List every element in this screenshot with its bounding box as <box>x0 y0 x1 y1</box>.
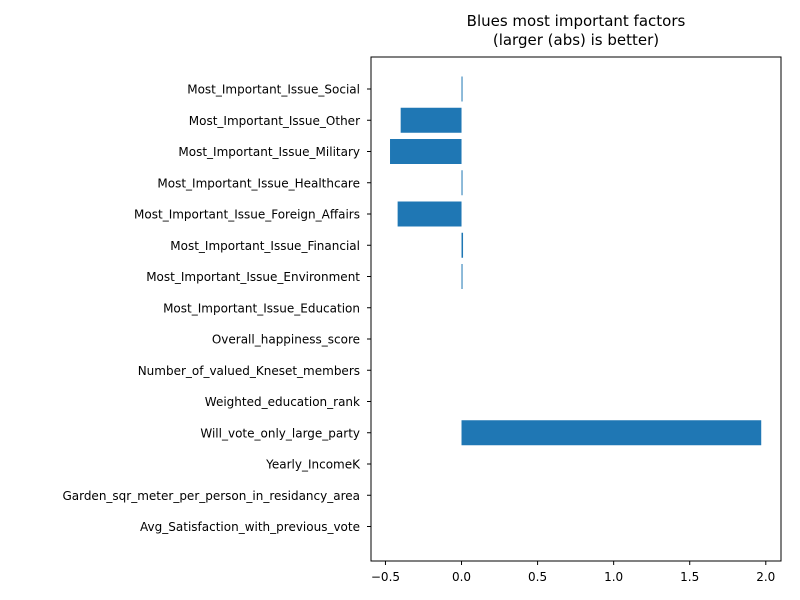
bar <box>461 76 463 102</box>
bar <box>461 420 762 446</box>
y-tick-label: Yearly_IncomeK <box>265 458 361 472</box>
chart-title: Blues most important factors (larger (ab… <box>467 12 686 49</box>
y-tick-label: Garden_sqr_meter_per_person_in_residancy… <box>62 489 360 503</box>
y-tick-label: Overall_happiness_score <box>212 333 360 347</box>
x-tick-label: 1.5 <box>680 570 699 584</box>
x-tick-label: 2.0 <box>756 570 775 584</box>
y-tick-label: Avg_Satisfaction_with_previous_vote <box>140 520 360 534</box>
y-tick-label: Most_Important_Issue_Military <box>178 145 360 159</box>
plot-frame <box>370 56 782 562</box>
bar <box>461 232 464 258</box>
x-tick-label: 1.0 <box>604 570 623 584</box>
y-tick-label: Will_vote_only_large_party <box>200 426 360 440</box>
y-tick-label: Number_of_valued_Kneset_members <box>138 364 360 378</box>
x-tick-label: 0.0 <box>452 570 471 584</box>
y-tick-label: Most_Important_Issue_Environment <box>146 270 360 284</box>
x-ticks: −0.5 0.0 0.5 1.0 1.5 2.0 <box>371 561 775 584</box>
bars-group <box>390 76 762 446</box>
bar <box>461 170 463 196</box>
y-tick-label: Weighted_education_rank <box>205 395 360 409</box>
bar <box>390 139 462 164</box>
x-tick-label: −0.5 <box>371 570 400 584</box>
y-tick-label: Most_Important_Issue_Financial <box>170 239 360 253</box>
y-tick-label: Most_Important_Issue_Education <box>163 301 360 315</box>
bar <box>397 201 462 227</box>
chart-title-line-1: Blues most important factors <box>467 12 686 30</box>
bar <box>461 264 463 289</box>
y-tick-label: Most_Important_Issue_Social <box>187 83 360 97</box>
y-tick-label: Most_Important_Issue_Other <box>189 114 360 128</box>
bar <box>400 107 462 133</box>
chart-title-line-2: (larger (abs) is better) <box>493 31 659 49</box>
y-tick-label: Most_Important_Issue_Healthcare <box>157 176 360 190</box>
y-tick-label: Most_Important_Issue_Foreign_Affairs <box>134 208 360 222</box>
x-tick-label: 0.5 <box>528 570 547 584</box>
y-tick-labels: Most_Important_Issue_Social Most_Importan… <box>62 83 371 534</box>
